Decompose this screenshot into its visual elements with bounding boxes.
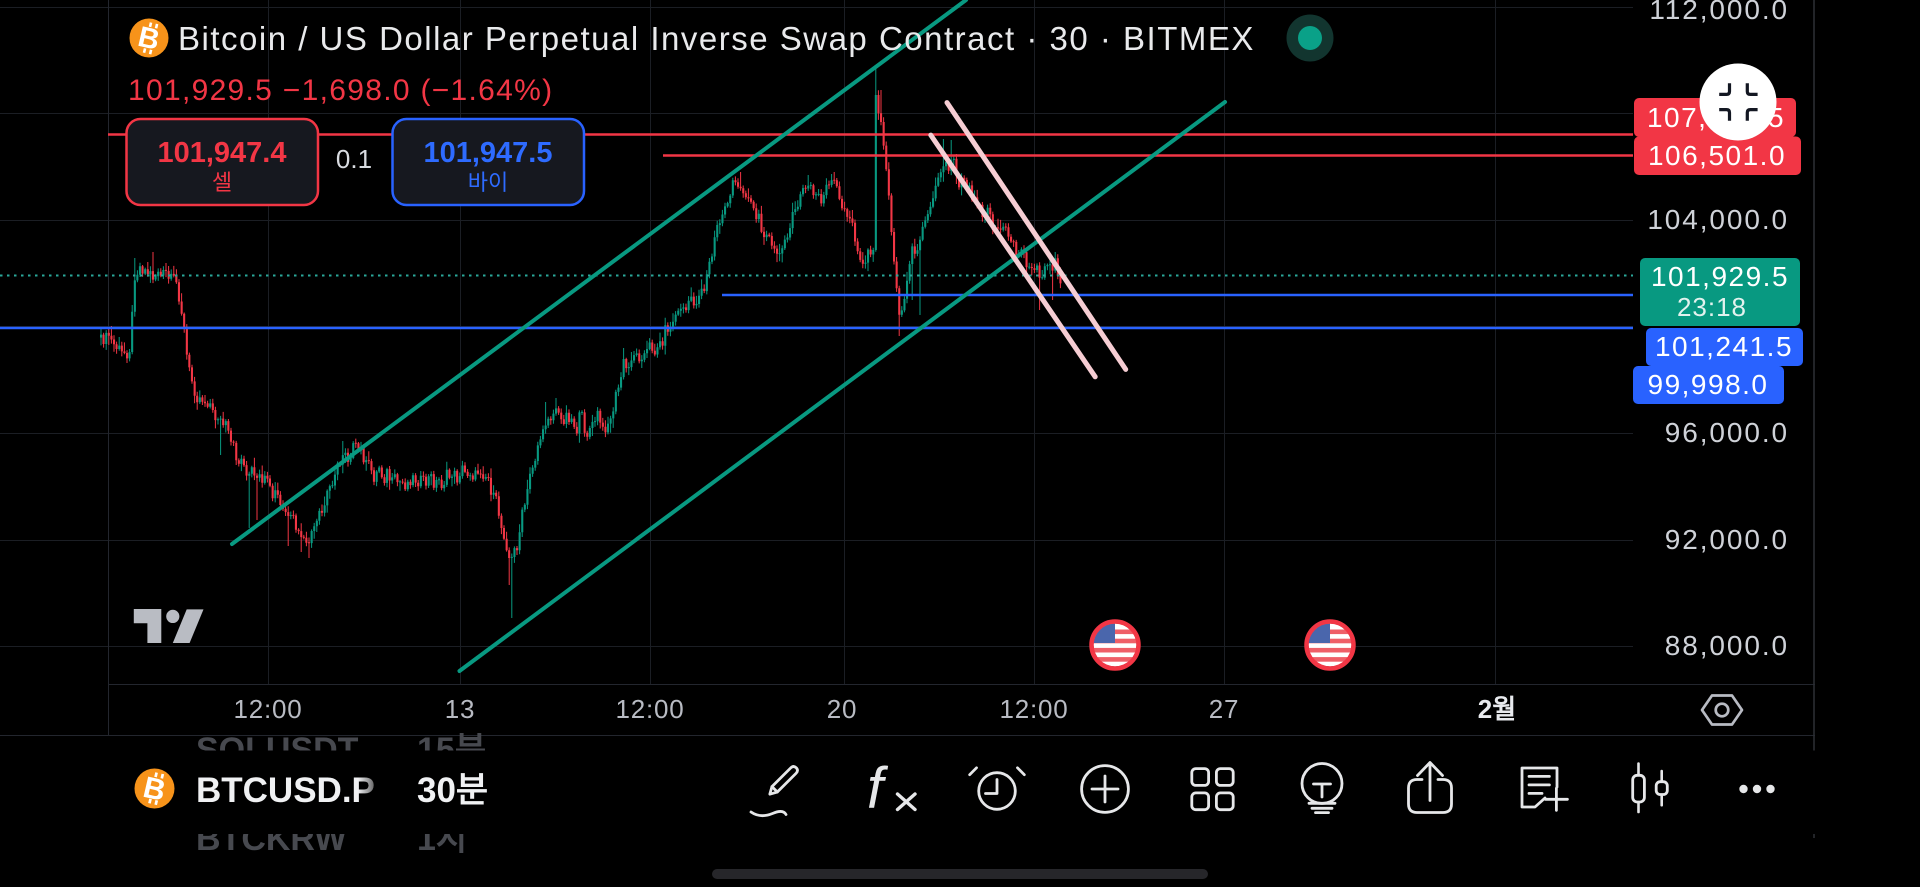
svg-text:92,000.0: 92,000.0 [1665,524,1789,555]
svg-text:104,000.0: 104,000.0 [1647,204,1789,235]
svg-text:112,000.0: 112,000.0 [1649,0,1789,25]
svg-text:2월: 2월 [1478,694,1516,724]
svg-text:13: 13 [445,694,476,724]
svg-text:101,947.4: 101,947.4 [157,137,286,169]
svg-text:88,000.0: 88,000.0 [1665,630,1789,661]
svg-text:99,998.0: 99,998.0 [1648,369,1769,400]
svg-text:0.1: 0.1 [336,144,372,174]
svg-text:96,000.0: 96,000.0 [1665,417,1789,448]
svg-text:101,929.5: 101,929.5 [1651,261,1789,292]
svg-text:23:18: 23:18 [1677,292,1747,322]
svg-text:27: 27 [1209,694,1240,724]
svg-text:BTCUSD.P: BTCUSD.P [196,771,375,810]
svg-text:12:00: 12:00 [233,694,302,724]
svg-text:101,929.5 −1,698.0 (−1.64%): 101,929.5 −1,698.0 (−1.64%) [128,74,553,107]
svg-text:12:00: 12:00 [999,694,1068,724]
svg-text:셀: 셀 [212,170,232,195]
svg-text:12:00: 12:00 [615,694,684,724]
svg-text:106,501.0: 106,501.0 [1648,140,1786,171]
svg-text:30분: 30분 [417,771,488,810]
svg-text:바이: 바이 [468,170,508,195]
svg-text:20: 20 [827,694,858,724]
svg-text:101,241.5: 101,241.5 [1655,331,1793,362]
svg-text:Bitcoin / US Dollar Perpetual: Bitcoin / US Dollar Perpetual Inverse Sw… [178,20,1255,57]
svg-text:101,947.5: 101,947.5 [423,137,552,169]
